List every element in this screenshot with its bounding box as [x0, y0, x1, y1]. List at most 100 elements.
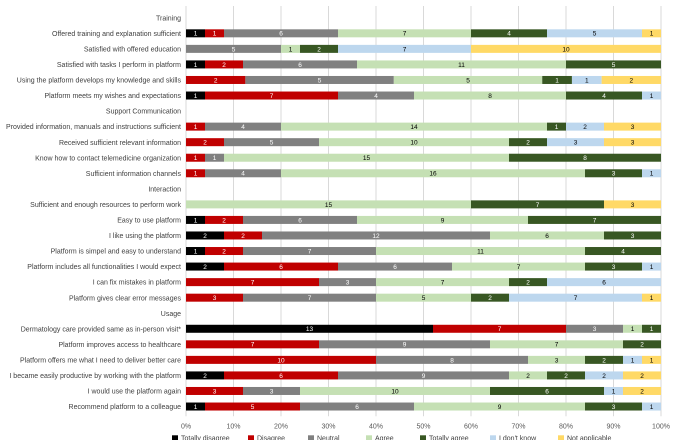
bar-segment — [585, 402, 642, 411]
data-label: 1 — [650, 171, 654, 178]
data-label: 2 — [317, 46, 321, 53]
bar-segment — [376, 355, 528, 364]
data-label: 7 — [593, 217, 597, 224]
bar-segment — [452, 262, 585, 271]
data-label: 10 — [277, 357, 285, 364]
bar-segment — [585, 371, 623, 380]
bar-segment — [281, 169, 585, 178]
bar-segment — [357, 215, 528, 224]
data-label: 15 — [363, 155, 371, 162]
data-label: 1 — [650, 295, 654, 302]
row-label: Recommend platform to a colleague — [69, 404, 182, 411]
data-label: 3 — [270, 388, 274, 395]
data-label: 2 — [583, 124, 587, 131]
section-header-label: Support Communication — [106, 109, 181, 116]
data-label: 4 — [374, 93, 378, 100]
bar-segment — [205, 402, 300, 411]
data-label: 1 — [289, 46, 293, 53]
data-label: 8 — [450, 357, 454, 364]
bar-segment — [623, 340, 661, 349]
bar-segment — [528, 215, 661, 224]
bar-segment — [604, 122, 661, 131]
legend-swatch — [308, 435, 314, 442]
data-label: 2 — [640, 388, 644, 395]
data-label: 3 — [631, 233, 635, 240]
bar-segment — [186, 29, 205, 38]
data-label: 2 — [602, 373, 606, 380]
data-label: 9 — [403, 342, 407, 349]
bar-segment — [243, 247, 376, 256]
legend-swatch — [420, 435, 426, 442]
section-header-label: Usage — [161, 311, 181, 318]
data-label: 6 — [279, 31, 283, 38]
bar-segment — [245, 75, 394, 84]
bar-segment — [205, 215, 243, 224]
data-label: 10 — [391, 388, 399, 395]
data-label: 3 — [612, 264, 616, 271]
data-label: 5 — [270, 140, 274, 147]
data-label: 9 — [441, 217, 445, 224]
bar-segment — [542, 75, 572, 84]
data-label: 3 — [346, 280, 350, 287]
bar-segment — [205, 122, 281, 131]
bar-segment — [186, 75, 246, 84]
data-label: 7 — [403, 31, 407, 38]
data-label: 1 — [194, 31, 198, 38]
legend-swatch — [366, 435, 372, 442]
data-label: 3 — [593, 326, 597, 333]
bar-segment — [642, 402, 661, 411]
row-label: I became easily productive by working wi… — [9, 373, 181, 380]
bar-segment — [566, 122, 604, 131]
bar-segment — [224, 29, 338, 38]
data-label: 2 — [222, 248, 226, 255]
bar-segment — [623, 386, 661, 395]
data-label: 6 — [602, 280, 606, 287]
data-label: 1 — [631, 357, 635, 364]
data-label: 7 — [574, 295, 578, 302]
data-label: 2 — [640, 342, 644, 349]
data-label: 1 — [194, 155, 198, 162]
data-label: 4 — [507, 31, 511, 38]
row-label: I like using the platform — [109, 233, 181, 240]
data-label: 3 — [631, 140, 635, 147]
bar-segment — [224, 153, 509, 162]
data-label: 3 — [612, 171, 616, 178]
data-label: 1 — [213, 155, 217, 162]
data-label: 2 — [526, 140, 530, 147]
bar-segment — [186, 278, 319, 287]
bar-segment — [566, 60, 661, 69]
bar-segment — [300, 44, 338, 53]
bar-segment — [338, 262, 452, 271]
data-label: 7 — [308, 295, 312, 302]
data-label: 6 — [279, 373, 283, 380]
bar-segment — [243, 215, 357, 224]
data-label: 3 — [631, 124, 635, 131]
bar-segment — [642, 91, 661, 100]
data-label: 3 — [612, 404, 616, 411]
legend-label: I don't know — [499, 435, 537, 440]
x-tick-label: 30% — [321, 423, 335, 430]
data-label: 2 — [222, 62, 226, 69]
bar-segment — [642, 29, 661, 38]
data-label: 2 — [203, 140, 207, 147]
row-label: Dermatology care provided same as in-per… — [21, 326, 182, 333]
bar-segment — [186, 169, 205, 178]
bar-segment — [186, 402, 205, 411]
bar-segment — [319, 138, 509, 147]
data-label: 15 — [325, 202, 333, 209]
data-label: 3 — [213, 388, 217, 395]
bar-segment — [604, 386, 623, 395]
data-label: 11 — [458, 62, 465, 69]
bar-segment — [205, 91, 338, 100]
data-label: 7 — [536, 202, 540, 209]
x-tick-label: 70% — [511, 423, 525, 430]
data-label: 4 — [621, 248, 625, 255]
bar-segment — [585, 262, 642, 271]
data-label: 2 — [630, 77, 634, 84]
bar-segment — [547, 278, 661, 287]
bar-segment — [604, 231, 661, 240]
bar-segment — [585, 169, 642, 178]
data-label: 12 — [372, 233, 380, 240]
data-label: 1 — [650, 264, 654, 271]
